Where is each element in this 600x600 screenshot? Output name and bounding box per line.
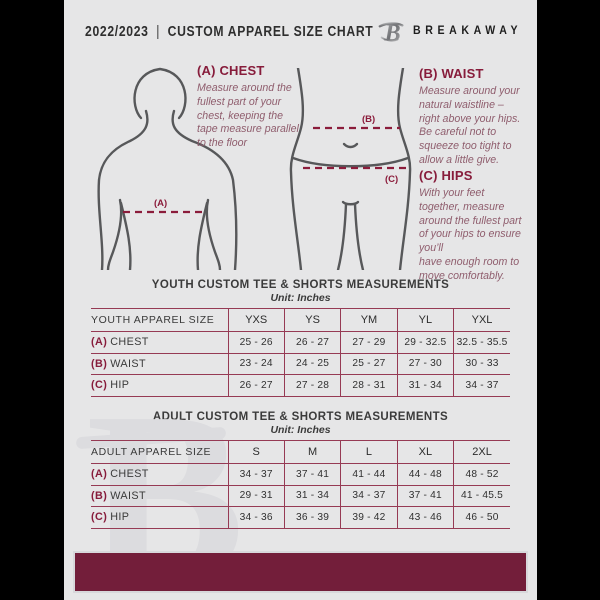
size-col-header: YXL bbox=[453, 308, 510, 332]
adult-table-title: ADULT CUSTOM TEE & SHORTS MEASUREMENTS bbox=[152, 411, 449, 423]
hips-line-tag: (C) bbox=[385, 174, 398, 185]
cell-value: 26 - 27 bbox=[227, 374, 285, 397]
waist-description: Measure around your natural waistline – … bbox=[419, 85, 521, 166]
cell-value: 34 - 37 bbox=[227, 463, 285, 486]
title-year: 2022/2023 bbox=[85, 24, 149, 40]
size-col-header: XL bbox=[396, 440, 454, 464]
cell-value: 25 - 27 bbox=[340, 352, 398, 375]
breakaway-b-logo-icon: B bbox=[378, 19, 404, 45]
cell-value: 44 - 48 bbox=[396, 463, 454, 486]
waist-heading: (B) WAIST bbox=[419, 66, 484, 81]
cell-value: 27 - 30 bbox=[396, 352, 454, 375]
row-label: (A) CHEST bbox=[91, 463, 228, 486]
cell-value: 39 - 42 bbox=[340, 506, 398, 529]
hips-description: With your feet together, measure around … bbox=[419, 187, 522, 282]
cell-value: 41 - 45.5 bbox=[453, 484, 510, 507]
cell-value: 29 - 32.5 bbox=[396, 331, 454, 354]
cell-value: 34 - 37 bbox=[453, 374, 510, 397]
cell-value: 34 - 37 bbox=[340, 484, 398, 507]
cell-value: 36 - 39 bbox=[283, 506, 341, 529]
cell-value: 37 - 41 bbox=[396, 484, 454, 507]
youth-table-unit: Unit: Inches bbox=[270, 292, 331, 304]
size-col-header: 2XL bbox=[453, 440, 510, 464]
cell-value: 29 - 31 bbox=[227, 484, 285, 507]
youth-size-table: YOUTH APPAREL SIZE YXS YS YM YL YXL (A) C… bbox=[91, 308, 510, 397]
upper-body-figure: (A) bbox=[97, 67, 238, 270]
brand-lockup: B BREAKAWAY bbox=[378, 17, 532, 45]
cell-value: 41 - 44 bbox=[340, 463, 398, 486]
cell-value: 27 - 28 bbox=[283, 374, 341, 397]
cell-value: 31 - 34 bbox=[283, 484, 341, 507]
svg-text:B: B bbox=[384, 19, 401, 45]
size-col-header: S bbox=[227, 440, 285, 464]
cell-value: 23 - 24 bbox=[227, 352, 285, 375]
size-col-header: YL bbox=[396, 308, 454, 332]
chest-line-tag: (A) bbox=[154, 198, 167, 209]
cell-value: 43 - 46 bbox=[396, 506, 454, 529]
size-col-header: YM bbox=[340, 308, 398, 332]
chest-description: Measure around the fullest part of your … bbox=[197, 82, 299, 150]
table-header-row: ADULT APPAREL SIZE S M L XL 2XL bbox=[91, 440, 510, 464]
footer-maroon-bar bbox=[73, 551, 528, 593]
size-col-header: L bbox=[340, 440, 398, 464]
table-row-waist: (B) WAIST 29 - 31 31 - 34 34 - 37 37 - 41… bbox=[91, 484, 510, 507]
adult-table-unit: Unit: Inches bbox=[270, 424, 331, 436]
size-col-header: YS bbox=[283, 308, 341, 332]
size-chart-document: 2022/2023 | CUSTOM APPAREL SIZE CHART B BR… bbox=[64, 0, 537, 600]
table-row-waist: (B) WAIST 23 - 24 24 - 25 25 - 27 27 - 30… bbox=[91, 352, 510, 375]
document-title: 2022/2023 | CUSTOM APPAREL SIZE CHART bbox=[85, 24, 373, 40]
brand-name: BREAKAWAY bbox=[413, 25, 523, 37]
size-col-header: YXS bbox=[227, 308, 285, 332]
row-label: (C) HIP bbox=[91, 506, 228, 529]
size-col-header: M bbox=[283, 440, 341, 464]
cell-value: 24 - 25 bbox=[283, 352, 341, 375]
cell-value: 26 - 27 bbox=[283, 331, 341, 354]
table-row-hip: (C) HIP 26 - 27 27 - 28 28 - 31 31 - 34 3… bbox=[91, 374, 510, 397]
table-row-chest: (A) CHEST 25 - 26 26 - 27 27 - 29 29 - 32… bbox=[91, 331, 510, 354]
cell-value: 31 - 34 bbox=[396, 374, 454, 397]
title-divider: | bbox=[156, 24, 161, 40]
cell-value: 30 - 33 bbox=[453, 352, 510, 375]
table-row-hip: (C) HIP 34 - 36 36 - 39 39 - 42 43 - 46 4… bbox=[91, 506, 510, 529]
cell-value: 27 - 29 bbox=[340, 331, 398, 354]
table-header-row: YOUTH APPAREL SIZE YXS YS YM YL YXL bbox=[91, 308, 510, 332]
row-label: (B) WAIST bbox=[91, 484, 228, 507]
cell-value: 48 - 52 bbox=[453, 463, 510, 486]
cell-value: 32.5 - 35.5 bbox=[453, 331, 510, 354]
size-header-cell: ADULT APPAREL SIZE bbox=[91, 440, 228, 464]
title-text: CUSTOM APPAREL SIZE CHART bbox=[167, 24, 374, 40]
table-row-chest: (A) CHEST 34 - 37 37 - 41 41 - 44 44 - 48… bbox=[91, 463, 510, 486]
lower-body-figure: (B) (C) bbox=[289, 68, 412, 270]
row-label: (B) WAIST bbox=[91, 352, 228, 375]
row-label: (A) CHEST bbox=[91, 331, 228, 354]
adult-size-table: ADULT APPAREL SIZE S M L XL 2XL (A) CHEST… bbox=[91, 440, 510, 529]
cell-value: 37 - 41 bbox=[283, 463, 341, 486]
row-label: (C) HIP bbox=[91, 374, 228, 397]
chest-heading: (A) CHEST bbox=[197, 63, 265, 78]
cell-value: 34 - 36 bbox=[227, 506, 285, 529]
cell-value: 28 - 31 bbox=[340, 374, 398, 397]
size-header-cell: YOUTH APPAREL SIZE bbox=[91, 308, 228, 332]
hips-heading: (C) HIPS bbox=[419, 168, 473, 183]
cell-value: 46 - 50 bbox=[453, 506, 510, 529]
waist-line-tag: (B) bbox=[362, 114, 375, 125]
document-header: 2022/2023 | CUSTOM APPAREL SIZE CHART B BR… bbox=[64, 0, 537, 56]
cell-value: 25 - 26 bbox=[227, 331, 285, 354]
youth-table-title: YOUTH CUSTOM TEE & SHORTS MEASUREMENTS bbox=[151, 279, 450, 291]
